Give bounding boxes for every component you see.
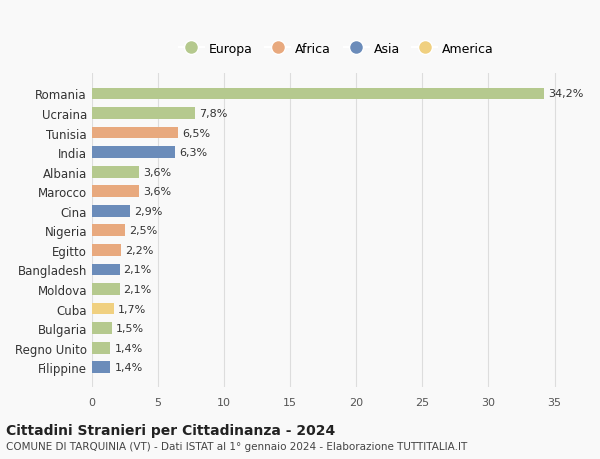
Bar bbox=[92, 303, 115, 315]
Bar bbox=[92, 284, 119, 295]
Bar bbox=[92, 147, 175, 159]
Text: 7,8%: 7,8% bbox=[199, 109, 227, 119]
Bar bbox=[92, 206, 130, 217]
Text: 34,2%: 34,2% bbox=[548, 89, 583, 99]
Text: 2,1%: 2,1% bbox=[124, 265, 152, 275]
Bar bbox=[92, 186, 139, 198]
Text: 2,1%: 2,1% bbox=[124, 285, 152, 294]
Bar bbox=[92, 225, 125, 237]
Bar bbox=[92, 245, 121, 256]
Text: 3,6%: 3,6% bbox=[143, 167, 172, 177]
Legend: Europa, Africa, Asia, America: Europa, Africa, Asia, America bbox=[179, 43, 494, 56]
Text: COMUNE DI TARQUINIA (VT) - Dati ISTAT al 1° gennaio 2024 - Elaborazione TUTTITAL: COMUNE DI TARQUINIA (VT) - Dati ISTAT al… bbox=[6, 441, 467, 451]
Text: 1,4%: 1,4% bbox=[115, 363, 143, 373]
Text: Cittadini Stranieri per Cittadinanza - 2024: Cittadini Stranieri per Cittadinanza - 2… bbox=[6, 423, 335, 437]
Bar bbox=[92, 342, 110, 354]
Text: 2,2%: 2,2% bbox=[125, 246, 153, 255]
Text: 1,5%: 1,5% bbox=[116, 324, 144, 334]
Text: 1,7%: 1,7% bbox=[118, 304, 146, 314]
Bar bbox=[92, 108, 195, 120]
Bar bbox=[92, 128, 178, 139]
Bar bbox=[92, 362, 110, 373]
Bar bbox=[92, 88, 544, 100]
Bar bbox=[92, 323, 112, 334]
Text: 2,9%: 2,9% bbox=[134, 207, 163, 216]
Text: 1,4%: 1,4% bbox=[115, 343, 143, 353]
Bar bbox=[92, 167, 139, 178]
Text: 6,3%: 6,3% bbox=[179, 148, 207, 158]
Bar bbox=[92, 264, 119, 276]
Text: 6,5%: 6,5% bbox=[182, 128, 210, 138]
Text: 3,6%: 3,6% bbox=[143, 187, 172, 197]
Text: 2,5%: 2,5% bbox=[129, 226, 157, 236]
